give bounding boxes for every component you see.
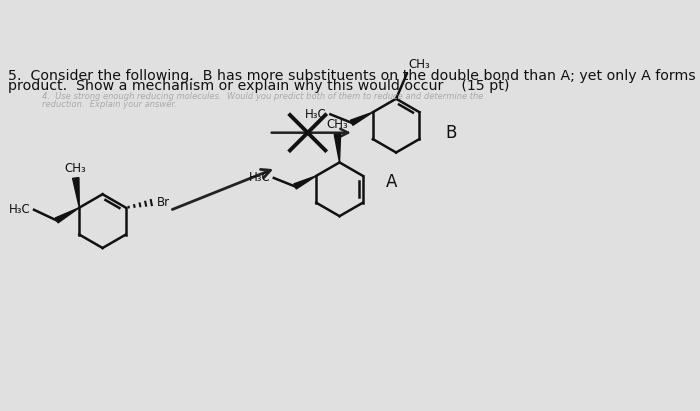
Text: CH₃: CH₃ [65, 162, 87, 175]
Text: H₃C: H₃C [305, 108, 327, 121]
Text: H₃C: H₃C [8, 203, 31, 216]
Text: 5.  Consider the following.  B has more substituents on the double bond than A; : 5. Consider the following. B has more su… [8, 69, 700, 83]
Polygon shape [350, 112, 373, 125]
Text: CH₃: CH₃ [326, 118, 349, 131]
Text: Br: Br [157, 196, 170, 208]
Text: H₃C: H₃C [248, 171, 270, 185]
Text: product.  Show a mechanism or explain why this would occur    (15 pt): product. Show a mechanism or explain why… [8, 79, 510, 93]
Polygon shape [294, 176, 316, 189]
Text: B: B [446, 124, 457, 142]
Text: CH₃: CH₃ [408, 58, 430, 71]
Polygon shape [334, 134, 341, 162]
Text: A: A [386, 173, 397, 191]
Polygon shape [73, 178, 79, 208]
Polygon shape [55, 208, 79, 223]
Text: reduction.  Explain your answer.: reduction. Explain your answer. [43, 100, 177, 109]
Text: 4.  Use strong enough reducing molecules.  Would you predict both of them to red: 4. Use strong enough reducing molecules.… [43, 92, 484, 101]
